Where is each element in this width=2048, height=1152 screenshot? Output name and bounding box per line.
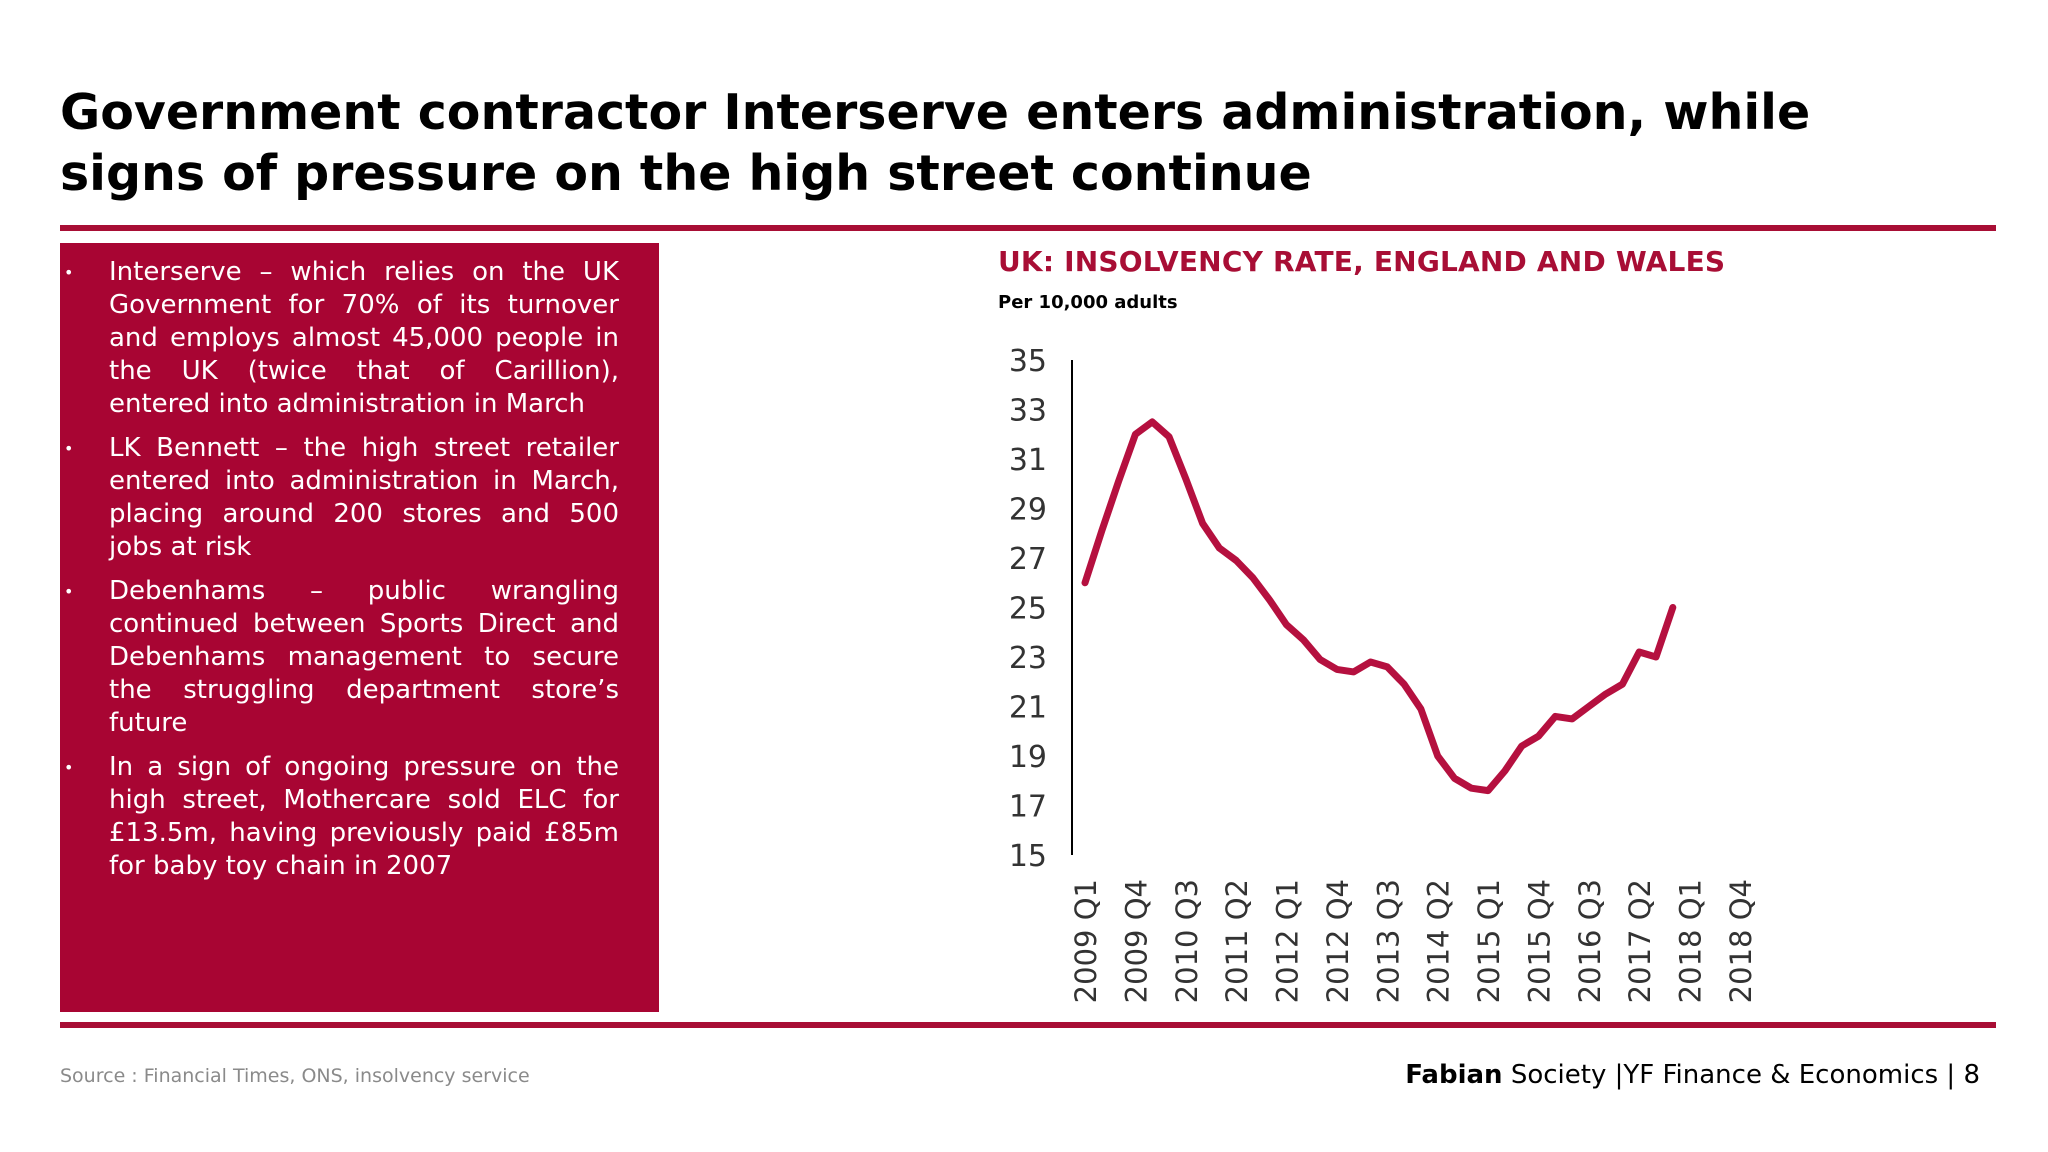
y-tick-label: 33 bbox=[1009, 394, 1047, 429]
bottom-divider bbox=[60, 1022, 1996, 1028]
page-title: Government contractor Interserve enters … bbox=[60, 84, 1811, 202]
bullet-text: LK Bennett – the high street retailer en… bbox=[109, 433, 619, 562]
x-tick-label: 2013 Q3 bbox=[1371, 879, 1405, 1003]
y-tick-label: 15 bbox=[1009, 839, 1047, 874]
x-tick-label: 2009 Q1 bbox=[1069, 879, 1103, 1003]
x-tick-label: 2012 Q4 bbox=[1321, 879, 1355, 1003]
y-tick-label: 21 bbox=[1009, 691, 1047, 726]
x-tick-label: 2012 Q1 bbox=[1271, 879, 1305, 1003]
top-divider bbox=[60, 225, 1996, 231]
x-tick-label: 2015 Q1 bbox=[1472, 879, 1506, 1003]
y-tick-label: 17 bbox=[1009, 790, 1047, 825]
x-tick-label: 2015 Q4 bbox=[1522, 879, 1556, 1003]
footer-separator: | bbox=[1946, 1060, 1956, 1090]
x-tick-label: 2016 Q3 bbox=[1573, 879, 1607, 1003]
insolvency-rate-line bbox=[1081, 418, 1677, 795]
y-tick-label: 25 bbox=[1009, 592, 1047, 627]
bullet-text: In a sign of ongoing pressure on the hig… bbox=[109, 752, 619, 881]
x-tick-label: 2018 Q4 bbox=[1724, 879, 1758, 1003]
page-number: 8 bbox=[1963, 1060, 1980, 1090]
y-tick-label: 35 bbox=[1009, 344, 1047, 379]
bullet-item: • Debenhams – public wrangling continued … bbox=[64, 575, 619, 740]
y-tick-label: 19 bbox=[1009, 740, 1047, 775]
bullet-dot-icon: • bbox=[64, 263, 74, 282]
x-tick-label: 2009 Q4 bbox=[1119, 879, 1153, 1003]
footer-org-bold: Fabian bbox=[1405, 1060, 1503, 1090]
x-tick-label: 2014 Q2 bbox=[1422, 879, 1456, 1003]
bullet-dot-icon: • bbox=[64, 582, 74, 601]
footer-separator: | bbox=[1614, 1060, 1624, 1090]
y-tick-label: 27 bbox=[1009, 542, 1047, 577]
y-tick-label: 31 bbox=[1009, 443, 1047, 478]
bullet-item: • Interserve – which relies on the UK Gov… bbox=[64, 256, 619, 421]
bullet-item: • LK Bennett – the high street retailer e… bbox=[64, 432, 619, 564]
x-tick-label: 2018 Q1 bbox=[1674, 879, 1708, 1003]
x-tick-label: 2011 Q2 bbox=[1220, 879, 1254, 1003]
chart-title: UK: INSOLVENCY RATE, ENGLAND AND WALES bbox=[998, 245, 1726, 278]
bullet-list: • Interserve – which relies on the UK Gov… bbox=[60, 256, 659, 894]
bullet-dot-icon: • bbox=[64, 758, 74, 777]
source-note: Source : Financial Times, ONS, insolvenc… bbox=[60, 1065, 530, 1087]
bullet-text: Debenhams – public wrangling continued b… bbox=[109, 576, 619, 738]
x-tick-label: 2017 Q2 bbox=[1623, 879, 1657, 1003]
y-tick-label: 23 bbox=[1009, 641, 1047, 676]
x-tick-label: 2010 Q3 bbox=[1170, 879, 1204, 1003]
chart-subtitle: Per 10,000 adults bbox=[998, 292, 1178, 313]
bullet-panel: • Interserve – which relies on the UK Gov… bbox=[60, 243, 659, 1012]
bullet-text: Interserve – which relies on the UK Gove… bbox=[109, 257, 619, 419]
bullet-dot-icon: • bbox=[64, 439, 74, 458]
bullet-item: • In a sign of ongoing pressure on the hi… bbox=[64, 751, 619, 883]
y-tick-label: 29 bbox=[1009, 493, 1047, 528]
footer: Fabian Society |YF Finance & Economics |… bbox=[1405, 1060, 1980, 1090]
footer-org-rest: Society bbox=[1510, 1060, 1607, 1090]
footer-division: YF Finance & Economics bbox=[1623, 1060, 1939, 1090]
